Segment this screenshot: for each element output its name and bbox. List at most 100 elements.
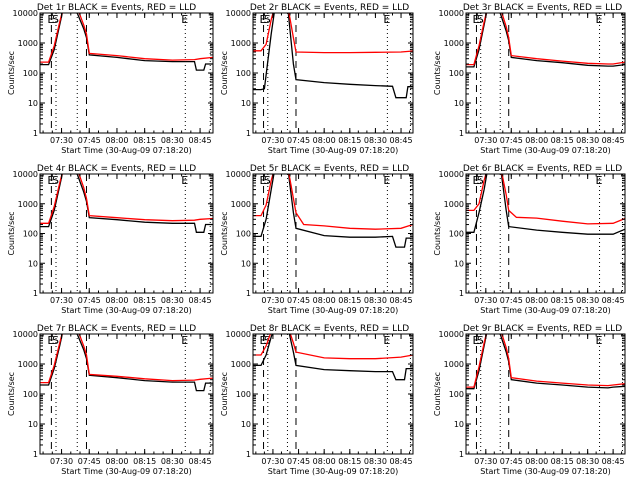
y-tick-label: 1 (33, 129, 38, 138)
y-tick-label: 10000 (13, 330, 38, 339)
x-axis-label: Start Time (30-Aug-09 07:18:20) (268, 146, 399, 155)
marker-label: S (264, 174, 271, 187)
marker-label: S (477, 174, 484, 187)
y-tick-label: 1000 (18, 360, 38, 369)
y-tick-label: 100 (449, 390, 464, 399)
y-axis-label: Counts/sec (433, 211, 442, 255)
series-events-line (466, 334, 625, 390)
panel-title: Det 8r BLACK = Events, RED = LLD (250, 324, 409, 334)
x-tick-label: 08:45 (602, 136, 625, 145)
x-tick-label: 08:00 (313, 136, 336, 145)
x-tick-label: 07:30 (50, 457, 73, 466)
panel-title: Det 4r BLACK = Events, RED = LLD (37, 164, 196, 174)
marker-label: E (596, 174, 603, 187)
marker-label: E (383, 334, 390, 347)
x-tick-label: 07:30 (50, 136, 73, 145)
y-tick-label: 100 (23, 69, 38, 78)
plot-frame (465, 333, 626, 455)
y-tick-label: 10 (241, 420, 251, 429)
x-tick-label: 08:45 (189, 136, 212, 145)
series-lld-line (253, 334, 413, 360)
y-axis-label: Counts/sec (220, 372, 229, 416)
x-tick-label: 08:00 (525, 457, 548, 466)
y-tick-label: 1000 (231, 39, 251, 48)
y-tick-label: 1 (33, 289, 38, 298)
x-tick-label: 08:30 (364, 136, 387, 145)
x-tick-label: 08:00 (105, 296, 128, 305)
series-lld-line (466, 334, 625, 388)
marker-label: E (472, 13, 479, 26)
x-tick-label: 07:45 (500, 457, 523, 466)
y-tick-label: 100 (236, 69, 251, 78)
plot-frame (39, 12, 214, 134)
x-tick-label: 08:00 (525, 296, 548, 305)
x-tick-label: 07:30 (474, 296, 497, 305)
y-tick-label: 1 (246, 289, 251, 298)
y-tick-label: 10000 (226, 170, 251, 179)
marker-label: E (383, 174, 390, 187)
x-tick-label: 08:15 (338, 296, 361, 305)
x-axis-label: Start Time (30-Aug-09 07:18:20) (61, 306, 192, 315)
marker-label: S (477, 13, 484, 26)
y-axis-label: Counts/sec (7, 51, 16, 95)
plot-frame (465, 12, 626, 134)
series-events-line (253, 174, 413, 248)
x-tick-label: 08:00 (525, 136, 548, 145)
marker-label: E (260, 174, 267, 187)
x-tick-label: 07:45 (500, 136, 523, 145)
y-tick-label: 10000 (439, 330, 464, 339)
marker-label: E (260, 13, 267, 26)
plot-frame (465, 173, 626, 294)
x-tick-label: 07:45 (78, 296, 101, 305)
x-tick-label: 07:45 (500, 296, 523, 305)
y-tick-label: 10 (28, 420, 38, 429)
y-tick-label: 1000 (18, 39, 38, 48)
panel-title: Det 5r BLACK = Events, RED = LLD (250, 164, 409, 174)
series-lld-line (40, 174, 213, 224)
panel-title: Det 1r BLACK = Events, RED = LLD (37, 3, 196, 13)
plot-frame (252, 12, 414, 134)
y-tick-label: 100 (449, 69, 464, 78)
y-tick-label: 100 (236, 390, 251, 399)
x-tick-label: 07:30 (261, 457, 284, 466)
x-tick-label: 08:15 (133, 296, 156, 305)
x-tick-label: 08:30 (161, 136, 184, 145)
y-axis-label: Counts/sec (220, 211, 229, 255)
x-tick-label: 07:30 (50, 296, 73, 305)
marker-label: E (472, 174, 479, 187)
x-tick-label: 08:15 (338, 457, 361, 466)
x-tick-label: 07:30 (261, 296, 284, 305)
marker-label: E (181, 174, 188, 187)
x-tick-label: 08:45 (189, 457, 212, 466)
y-tick-label: 1 (33, 450, 38, 459)
x-tick-label: 08:45 (602, 457, 625, 466)
x-axis-label: Start Time (30-Aug-09 07:18:20) (480, 467, 611, 476)
x-tick-label: 08:45 (390, 457, 413, 466)
x-tick-label: 08:30 (161, 296, 184, 305)
x-axis-label: Start Time (30-Aug-09 07:18:20) (61, 146, 192, 155)
marker-label: E (383, 13, 390, 26)
marker-label: E (472, 334, 479, 347)
y-tick-label: 10000 (226, 9, 251, 18)
x-tick-label: 07:45 (287, 296, 310, 305)
series-lld-line (253, 174, 413, 230)
x-tick-label: 07:45 (287, 136, 310, 145)
marker-label: S (264, 334, 271, 347)
series-lld-line (466, 174, 625, 225)
plot-frame (252, 333, 414, 455)
y-axis-label: Counts/sec (7, 372, 16, 416)
y-tick-label: 10 (28, 259, 38, 268)
marker-label: E (47, 174, 54, 187)
x-tick-label: 08:00 (313, 457, 336, 466)
y-tick-label: 100 (449, 230, 464, 239)
y-tick-label: 1 (459, 289, 464, 298)
series-lld-line (40, 334, 213, 384)
x-tick-label: 08:30 (576, 136, 599, 145)
